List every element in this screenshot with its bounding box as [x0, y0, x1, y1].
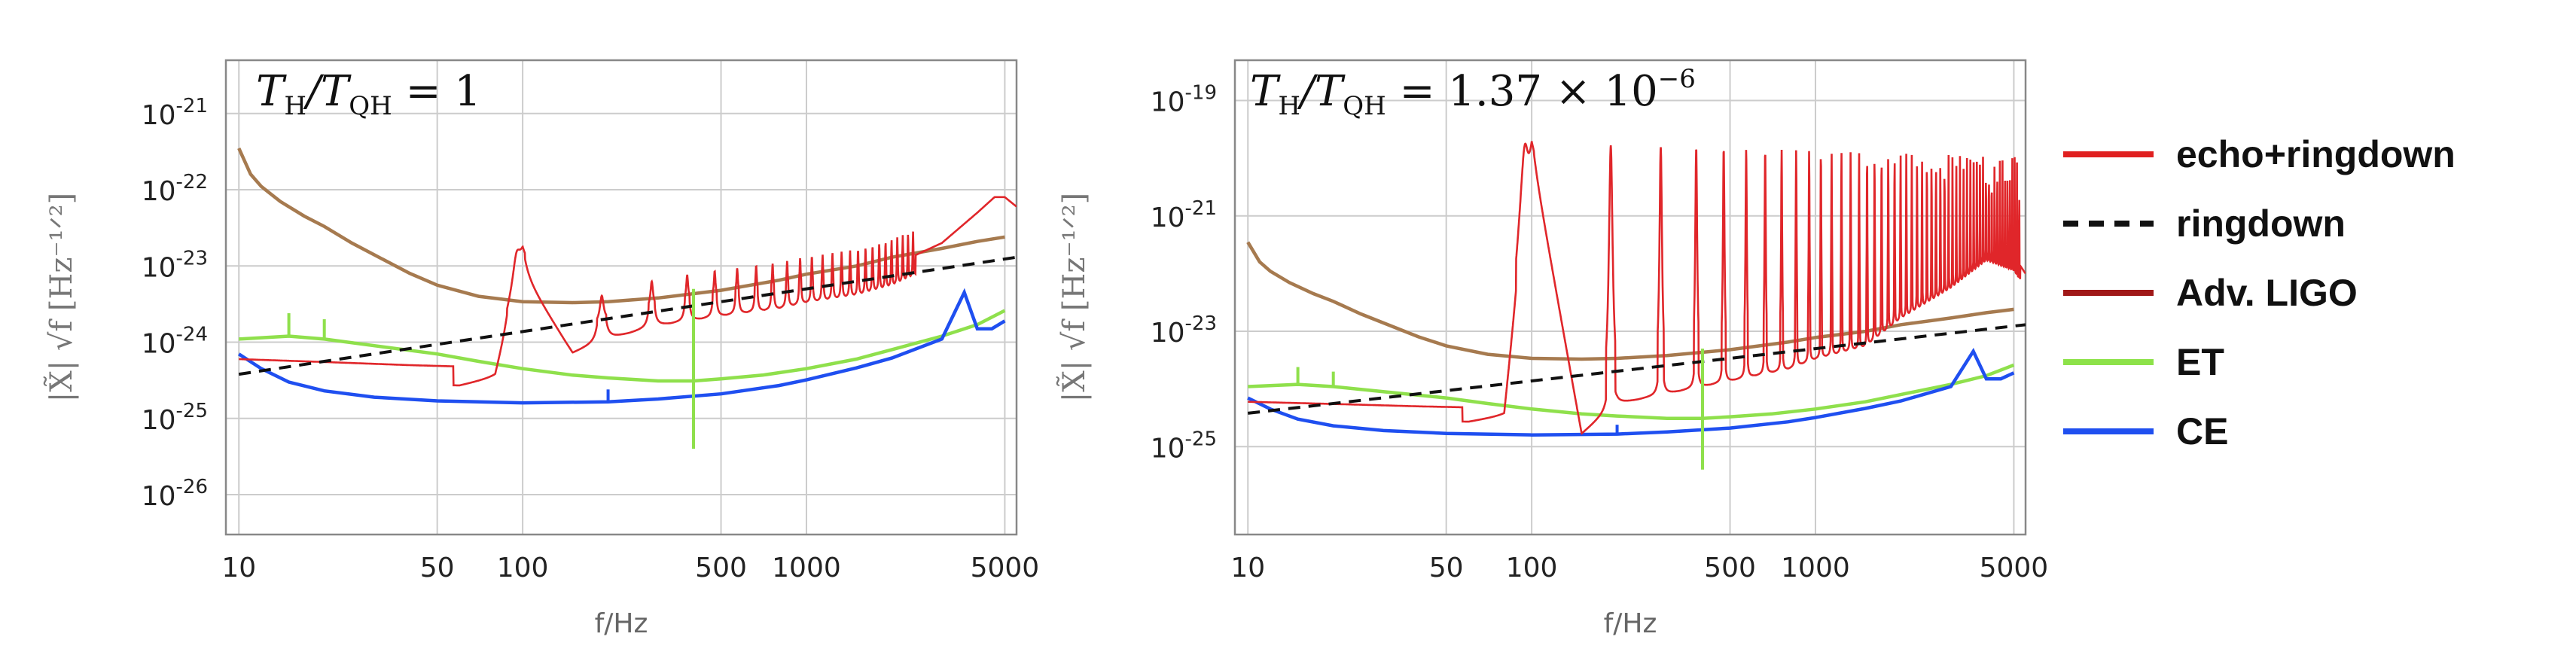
- y-tick-label: 10-19: [1151, 82, 1217, 118]
- y-tick-label: 10-23: [142, 247, 208, 283]
- legend-label-ce: CE: [2176, 410, 2228, 452]
- et-curve: [239, 309, 1006, 383]
- et-curve: [1248, 363, 2015, 420]
- ligo-curve: [237, 147, 1005, 305]
- curves: [237, 147, 1017, 449]
- left-panel: 10 50 100 500 1000 5000 10-21 10-22 10-23 10-24 10…: [44, 59, 1040, 639]
- y-tick-label: 10-21: [142, 95, 208, 131]
- grid: [226, 60, 1017, 535]
- x-tick-label: 50: [420, 553, 455, 583]
- x-tick-label: 100: [1506, 553, 1558, 583]
- ringdown-curve: [1247, 323, 2026, 415]
- x-tick-label: 500: [695, 553, 747, 583]
- x-tick-label: 500: [1704, 553, 1756, 583]
- x-axis-label: f/Hz: [1604, 608, 1657, 639]
- y-tick-label: 10-21: [1151, 197, 1217, 233]
- y-axis-label: |X̃| √f [Hz⁻¹ᐟ²]: [44, 193, 79, 402]
- y-axis-label: |X̃| √f [Hz⁻¹ᐟ²]: [1056, 193, 1092, 402]
- x-tick-label: 5000: [971, 553, 1040, 583]
- ligo-curve: [1246, 241, 2014, 361]
- x-tick-label: 100: [497, 553, 549, 583]
- ce-curve: [237, 288, 1006, 405]
- x-axis-label: f/Hz: [595, 608, 648, 639]
- y-tick-label: 10-24: [142, 324, 208, 360]
- legend-label-echo: echo+ringdown: [2176, 133, 2456, 175]
- plot-frame: [224, 59, 1018, 536]
- legend-label-ringdown: ringdown: [2176, 203, 2346, 245]
- y-tick-label: 10-25: [142, 400, 208, 436]
- y-tick-label: 10-22: [142, 171, 208, 207]
- x-tick-label: 1000: [772, 553, 841, 583]
- y-tick-label: 10-25: [1151, 428, 1217, 464]
- grid: [1235, 60, 2026, 535]
- legend-label-ligo: Adv. LIGO: [2176, 272, 2358, 314]
- panel-title: TH/TQH = 1.37 × 10−6: [1250, 64, 1696, 121]
- legend: echo+ringdown ringdown Adv. LIGO ET CE: [2063, 133, 2456, 452]
- y-tick-label: 10-23: [1151, 312, 1217, 349]
- legend-label-et: ET: [2176, 341, 2224, 383]
- x-tick-label: 50: [1429, 553, 1464, 583]
- panel-title: TH/TQH = 1: [256, 67, 481, 121]
- echo-curve: [1248, 141, 2026, 435]
- y-tick-label: 10-26: [142, 476, 208, 512]
- right-panel: 10 50 100 500 1000 5000 10-19 10-21 10-23 10-25 f/…: [1056, 59, 2049, 639]
- x-tick-label: 1000: [1781, 553, 1850, 583]
- x-tick-label: 10: [1230, 553, 1265, 583]
- x-tick-label: 10: [221, 553, 256, 583]
- x-tick-label: 5000: [1980, 553, 2049, 583]
- ce-curve: [1247, 347, 2015, 437]
- echo-curve: [239, 196, 1017, 387]
- curves: [1246, 141, 2026, 470]
- plot-frame: [1233, 59, 2027, 536]
- ringdown-curve: [238, 255, 1017, 376]
